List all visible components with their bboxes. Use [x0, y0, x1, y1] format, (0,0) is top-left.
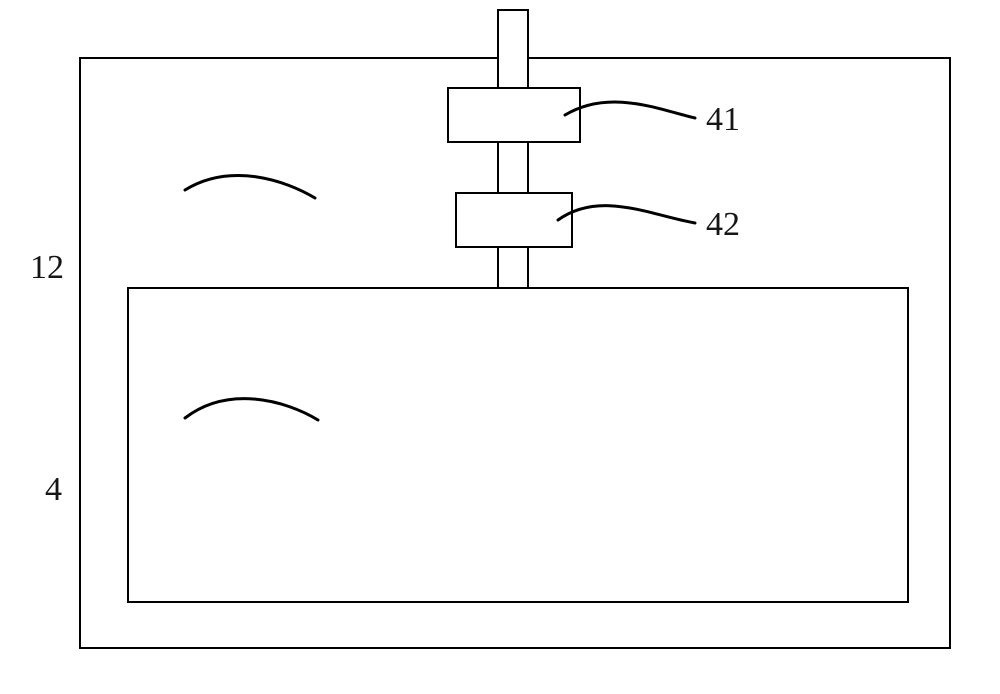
leader-12: [185, 175, 315, 198]
block-upper: [448, 88, 580, 142]
inner-box: [128, 288, 908, 602]
leader-41: [565, 102, 695, 118]
label-4: 4: [45, 471, 62, 508]
leader-42: [558, 206, 695, 223]
label-41: 41: [706, 101, 740, 138]
block-lower: [456, 193, 572, 247]
label-12: 12: [30, 249, 64, 286]
schematic-diagram: 41 42 12 4: [0, 0, 1000, 694]
label-42: 42: [706, 206, 740, 243]
